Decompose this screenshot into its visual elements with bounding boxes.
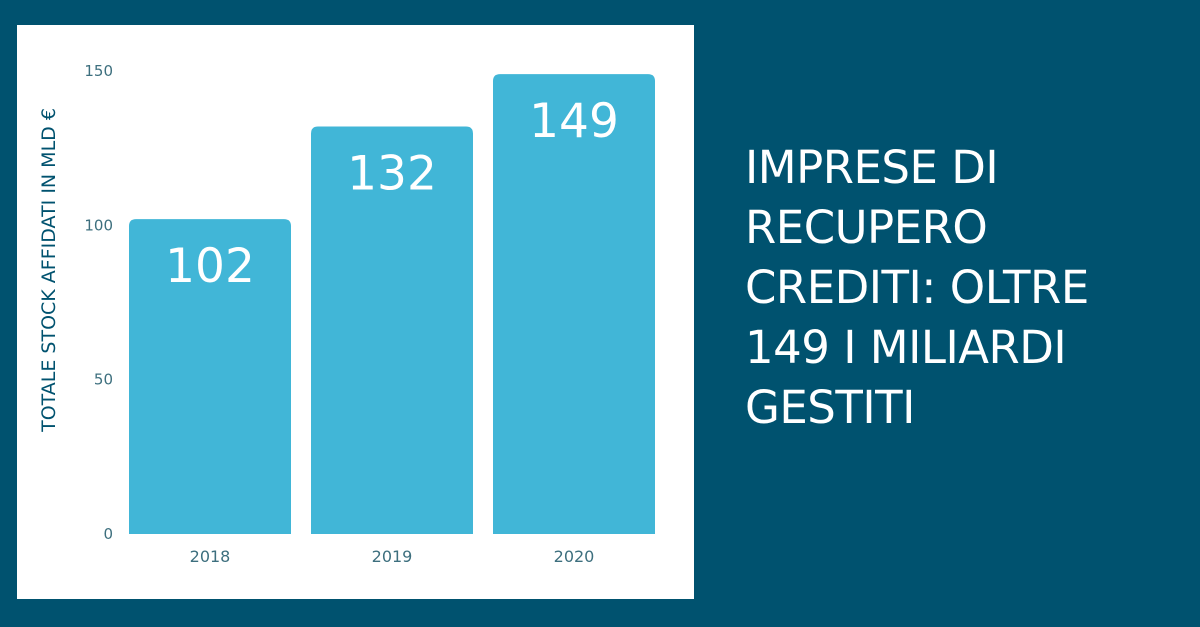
bar-value-label: 132 — [347, 147, 437, 202]
bar-value-label: 149 — [529, 94, 619, 149]
x-tick-label: 2019 — [372, 547, 413, 566]
y-tick-label: 50 — [94, 371, 113, 389]
chart-card: TOTALE STOCK AFFIDATI IN MLD € 0 50 100 150… — [17, 25, 694, 599]
x-axis-ticks: 2018 2019 2020 — [190, 547, 595, 566]
bar-value-label: 102 — [165, 239, 255, 294]
y-tick-label: 0 — [103, 525, 113, 543]
y-tick-label: 100 — [84, 216, 113, 234]
bar-2018 — [129, 219, 291, 534]
y-axis-ticks: 0 50 100 150 — [84, 62, 113, 543]
bars: 102 132 149 — [129, 74, 655, 534]
bar-2020 — [493, 74, 655, 534]
bar-chart: TOTALE STOCK AFFIDATI IN MLD € 0 50 100 150… — [38, 62, 655, 566]
x-tick-label: 2020 — [554, 547, 595, 566]
y-axis-label: TOTALE STOCK AFFIDATI IN MLD € — [38, 108, 60, 433]
x-tick-label: 2018 — [190, 547, 231, 566]
headline: IMPRESE DI RECUPERO CREDITI: OLTRE 149 I… — [745, 141, 1089, 434]
bar-2019 — [311, 126, 473, 534]
y-tick-label: 150 — [84, 62, 113, 80]
